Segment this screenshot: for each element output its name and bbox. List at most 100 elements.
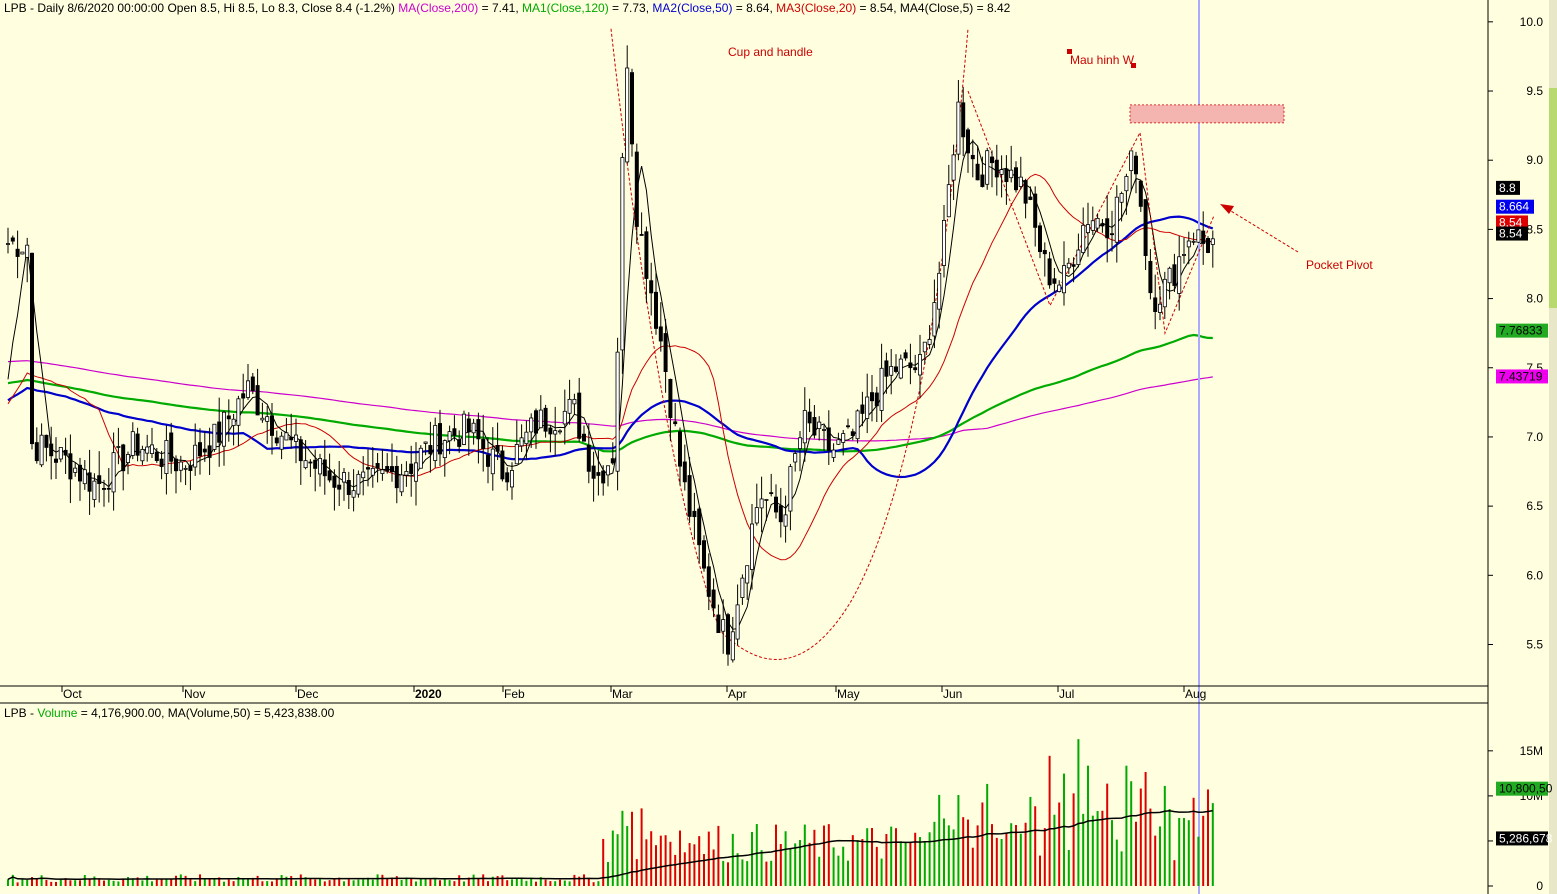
candle-body	[428, 445, 433, 455]
candle-body	[682, 461, 687, 483]
volume-bar	[904, 842, 907, 886]
candle-body	[1167, 267, 1172, 284]
right-scrollbar-strip	[1549, 0, 1557, 894]
ma5-indicator: MA4(Close,5) = 8.42	[900, 1, 1010, 15]
volume-badge-text: 10,800,50	[1499, 782, 1553, 796]
candle-body	[202, 448, 207, 453]
volume-bar	[391, 877, 393, 886]
candle-body	[1047, 258, 1052, 286]
volume-bar	[491, 876, 494, 886]
volume-bar	[107, 879, 110, 886]
candle-body	[197, 442, 202, 457]
pattern-drawings	[610, 28, 1299, 660]
volume-bar	[323, 881, 326, 886]
candle-body	[726, 614, 731, 655]
candle-body	[1191, 240, 1196, 243]
candle-body	[245, 380, 250, 398]
candle-body	[399, 474, 404, 493]
volume-bar	[381, 874, 384, 886]
volume-bar	[237, 876, 240, 886]
candle-body	[97, 475, 102, 485]
pocket-pivot-label: Pocket Pivot	[1306, 258, 1373, 272]
volume-bar	[175, 875, 177, 886]
volume-bar	[45, 879, 48, 886]
candle-body	[490, 448, 495, 475]
volume-bar	[611, 830, 614, 886]
volume-bar	[64, 878, 67, 886]
candle-body	[337, 484, 342, 490]
candle-body	[437, 423, 442, 455]
w-marker-left	[1067, 49, 1072, 54]
candle-body	[903, 352, 908, 359]
candle-body	[985, 150, 990, 185]
candle-body	[116, 446, 121, 448]
volume-bar	[319, 879, 321, 886]
candle-body	[601, 470, 606, 484]
volume-bar	[947, 825, 950, 886]
ma120-badge-bg	[1496, 323, 1548, 338]
candle-body	[183, 467, 188, 470]
candle-body	[485, 454, 490, 467]
volume-bar	[151, 881, 153, 886]
volume-bar	[1096, 811, 1099, 886]
volume-bar	[203, 878, 206, 886]
volume-bar	[443, 878, 446, 886]
candle-body	[855, 410, 860, 440]
volume-bar	[976, 825, 979, 886]
candle-body	[721, 619, 726, 632]
volume-bar	[1077, 739, 1080, 886]
candle-body	[841, 433, 846, 443]
candle-body	[951, 154, 956, 181]
volume-bar	[1005, 832, 1008, 886]
candle-body	[793, 453, 798, 463]
candle-body	[1066, 262, 1071, 269]
volume-bar	[410, 878, 413, 886]
candle-body	[82, 469, 87, 485]
candle-body	[1172, 264, 1177, 286]
volume-bar	[199, 874, 201, 886]
candle-body	[279, 435, 284, 450]
volume-bar	[583, 874, 585, 886]
candle-body	[164, 440, 169, 474]
volume-bar	[1149, 808, 1152, 886]
candle-body	[341, 472, 346, 483]
volume-bar	[266, 881, 269, 886]
volume-bar	[986, 783, 989, 886]
candle-body	[442, 440, 447, 459]
ma5-value: = 8.42	[973, 1, 1011, 15]
volume-bar	[856, 840, 859, 886]
ma50-indicator: MA2(Close,50) = 8.64,	[652, 1, 772, 15]
candle-body	[961, 102, 966, 138]
volume-bar	[79, 880, 81, 886]
candle-body	[582, 433, 587, 442]
candlestick-series	[6, 45, 1215, 666]
volume-bar	[1082, 813, 1085, 886]
candle-body	[1143, 199, 1148, 256]
ma200-badge-text: 7.43719	[1499, 369, 1543, 383]
candle-body	[529, 417, 534, 433]
candle-body	[562, 410, 567, 425]
candle-body	[519, 437, 524, 447]
ma120-label: MA1(Close,120)	[522, 1, 609, 15]
candle-body	[750, 523, 755, 570]
x-tick-label: Oct	[63, 687, 82, 701]
volume-bar	[727, 862, 729, 886]
price-tick-label: 9.5	[1526, 84, 1543, 98]
volume-bar	[477, 878, 480, 886]
candle-body	[461, 413, 466, 445]
candle-body	[149, 444, 154, 454]
candle-body	[457, 439, 462, 447]
volume-bar	[981, 802, 984, 886]
candle-body	[500, 450, 505, 480]
volume-bar	[962, 817, 965, 886]
candle-body	[1018, 176, 1023, 187]
volume-bar	[506, 880, 509, 886]
volume-bar	[367, 877, 369, 886]
candle-body	[759, 498, 764, 509]
volume-bar	[251, 877, 254, 886]
cup-and-handle-label: Cup and handle	[728, 45, 813, 59]
candle-body	[548, 427, 553, 435]
volume-bar	[141, 880, 144, 886]
candle-body	[543, 407, 548, 432]
candle-body	[365, 467, 370, 470]
